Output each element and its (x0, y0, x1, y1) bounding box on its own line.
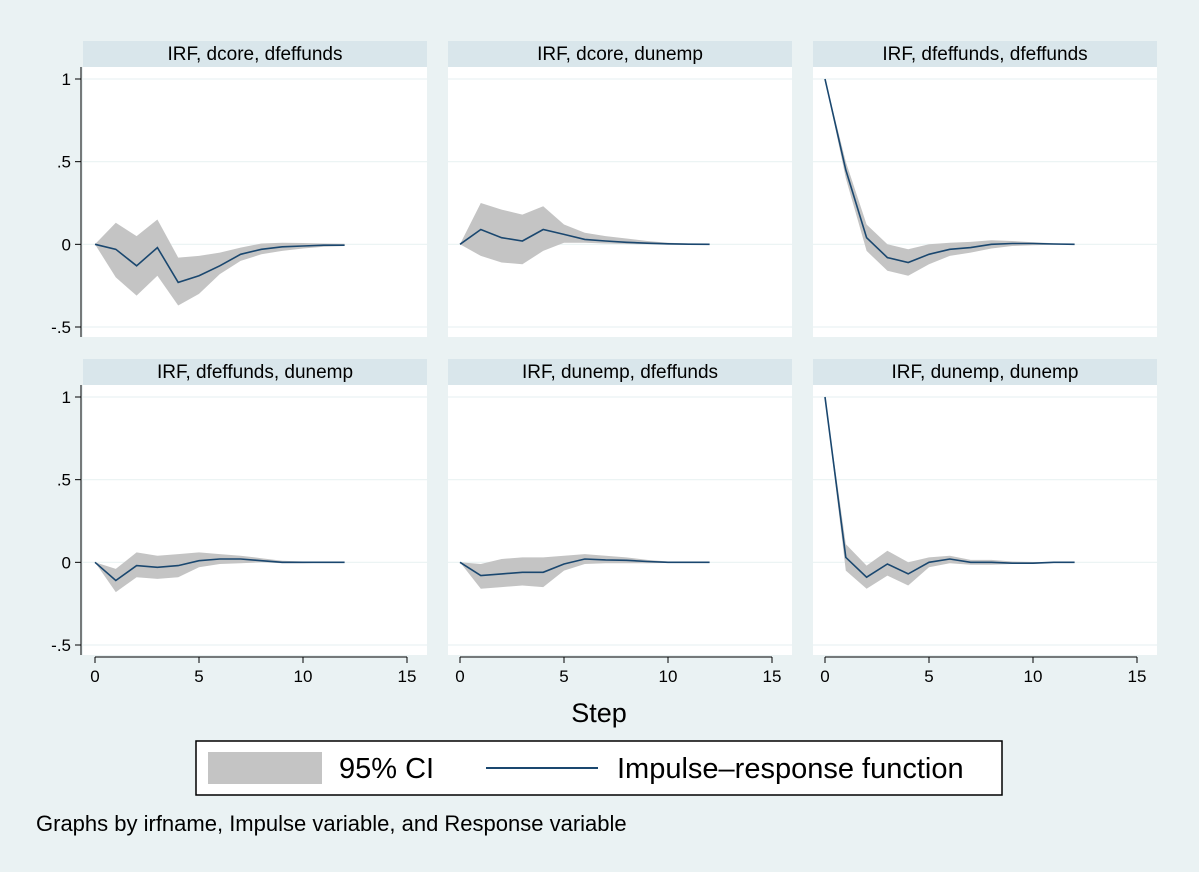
ci-band (460, 203, 710, 265)
irf-line (824, 78, 1075, 264)
legend: 95% CI Impulse–response function (195, 740, 1003, 796)
irf-line (459, 558, 710, 577)
panel-4: IRF, dfeffunds, dunemp-.50.510 5 10 15 (51, 359, 427, 686)
y-tick-label: 0 (62, 553, 71, 572)
plot-area (448, 385, 792, 655)
plot-area (813, 385, 1157, 655)
panel-1: IRF, dcore, dfeffunds -.5 0 .5 1 (51, 41, 427, 337)
x-tick-label: 15 (763, 667, 782, 686)
legend-line-label: Impulse–response function (617, 753, 964, 785)
x-tick-label: 10 (1024, 667, 1043, 686)
x-tick-label: 5 (194, 667, 203, 686)
panel-strip (83, 41, 427, 67)
figure-note: Graphs by irfname, Impulse variable, and… (36, 811, 627, 836)
panel-title: IRF, dcore, dunemp (537, 44, 703, 65)
y-tick-label: 1 (62, 70, 71, 89)
panel-5: IRF, dunemp, dfeffunds 0 5 10 15 (448, 359, 792, 686)
panel-title: IRF, dcore, dfeffunds (168, 44, 343, 65)
y-tick-label: .5 (57, 471, 71, 490)
irf-line (824, 396, 1075, 579)
y-tick-label: .5 (57, 153, 71, 172)
y-tick-label: -.5 (51, 318, 71, 337)
panel-title: IRF, dfeffunds, dunemp (157, 362, 353, 383)
ci-band (825, 397, 1075, 589)
legend-ci-swatch (208, 752, 322, 784)
x-tick-label: 0 (455, 667, 464, 686)
x-tick-label: 5 (559, 667, 568, 686)
plot-area (83, 385, 427, 655)
irf-line (94, 558, 345, 582)
x-tick-label: 10 (294, 667, 313, 686)
y-tick-label: 0 (62, 235, 71, 254)
y-tick-label: -.5 (51, 636, 71, 655)
x-tick-label: 0 (90, 667, 99, 686)
panel-title: IRF, dunemp, dunemp (892, 362, 1079, 383)
plot-area (83, 67, 427, 337)
panel-strip (448, 41, 792, 67)
x-tick-label: 10 (659, 667, 678, 686)
panel-strip (448, 359, 792, 385)
legend-box (195, 740, 1003, 796)
panel-strip (83, 359, 427, 385)
panel-3: IRF, dfeffunds, dfeffunds (813, 41, 1157, 337)
panel-6: IRF, dunemp, dunemp 0 5 10 15 (813, 359, 1157, 686)
panel-title: IRF, dunemp, dfeffunds (522, 362, 718, 383)
panel-2: IRF, dcore, dunemp (448, 41, 792, 337)
x-tick-label: 0 (820, 667, 829, 686)
irf-line (459, 228, 710, 246)
x-axis-title: Step (571, 698, 627, 728)
irf-line (94, 243, 345, 284)
y-tick-label: 1 (62, 388, 71, 407)
panel-strip (813, 359, 1157, 385)
plot-area (448, 67, 792, 337)
panel-strip (813, 41, 1157, 67)
x-tick-label: 5 (924, 667, 933, 686)
ci-band (460, 554, 710, 589)
plot-area (813, 67, 1157, 337)
legend-ci-label: 95% CI (339, 753, 434, 785)
x-tick-label: 15 (1128, 667, 1147, 686)
ci-band (95, 219, 345, 306)
x-tick-label: 15 (398, 667, 417, 686)
panel-title: IRF, dfeffunds, dfeffunds (882, 44, 1087, 65)
